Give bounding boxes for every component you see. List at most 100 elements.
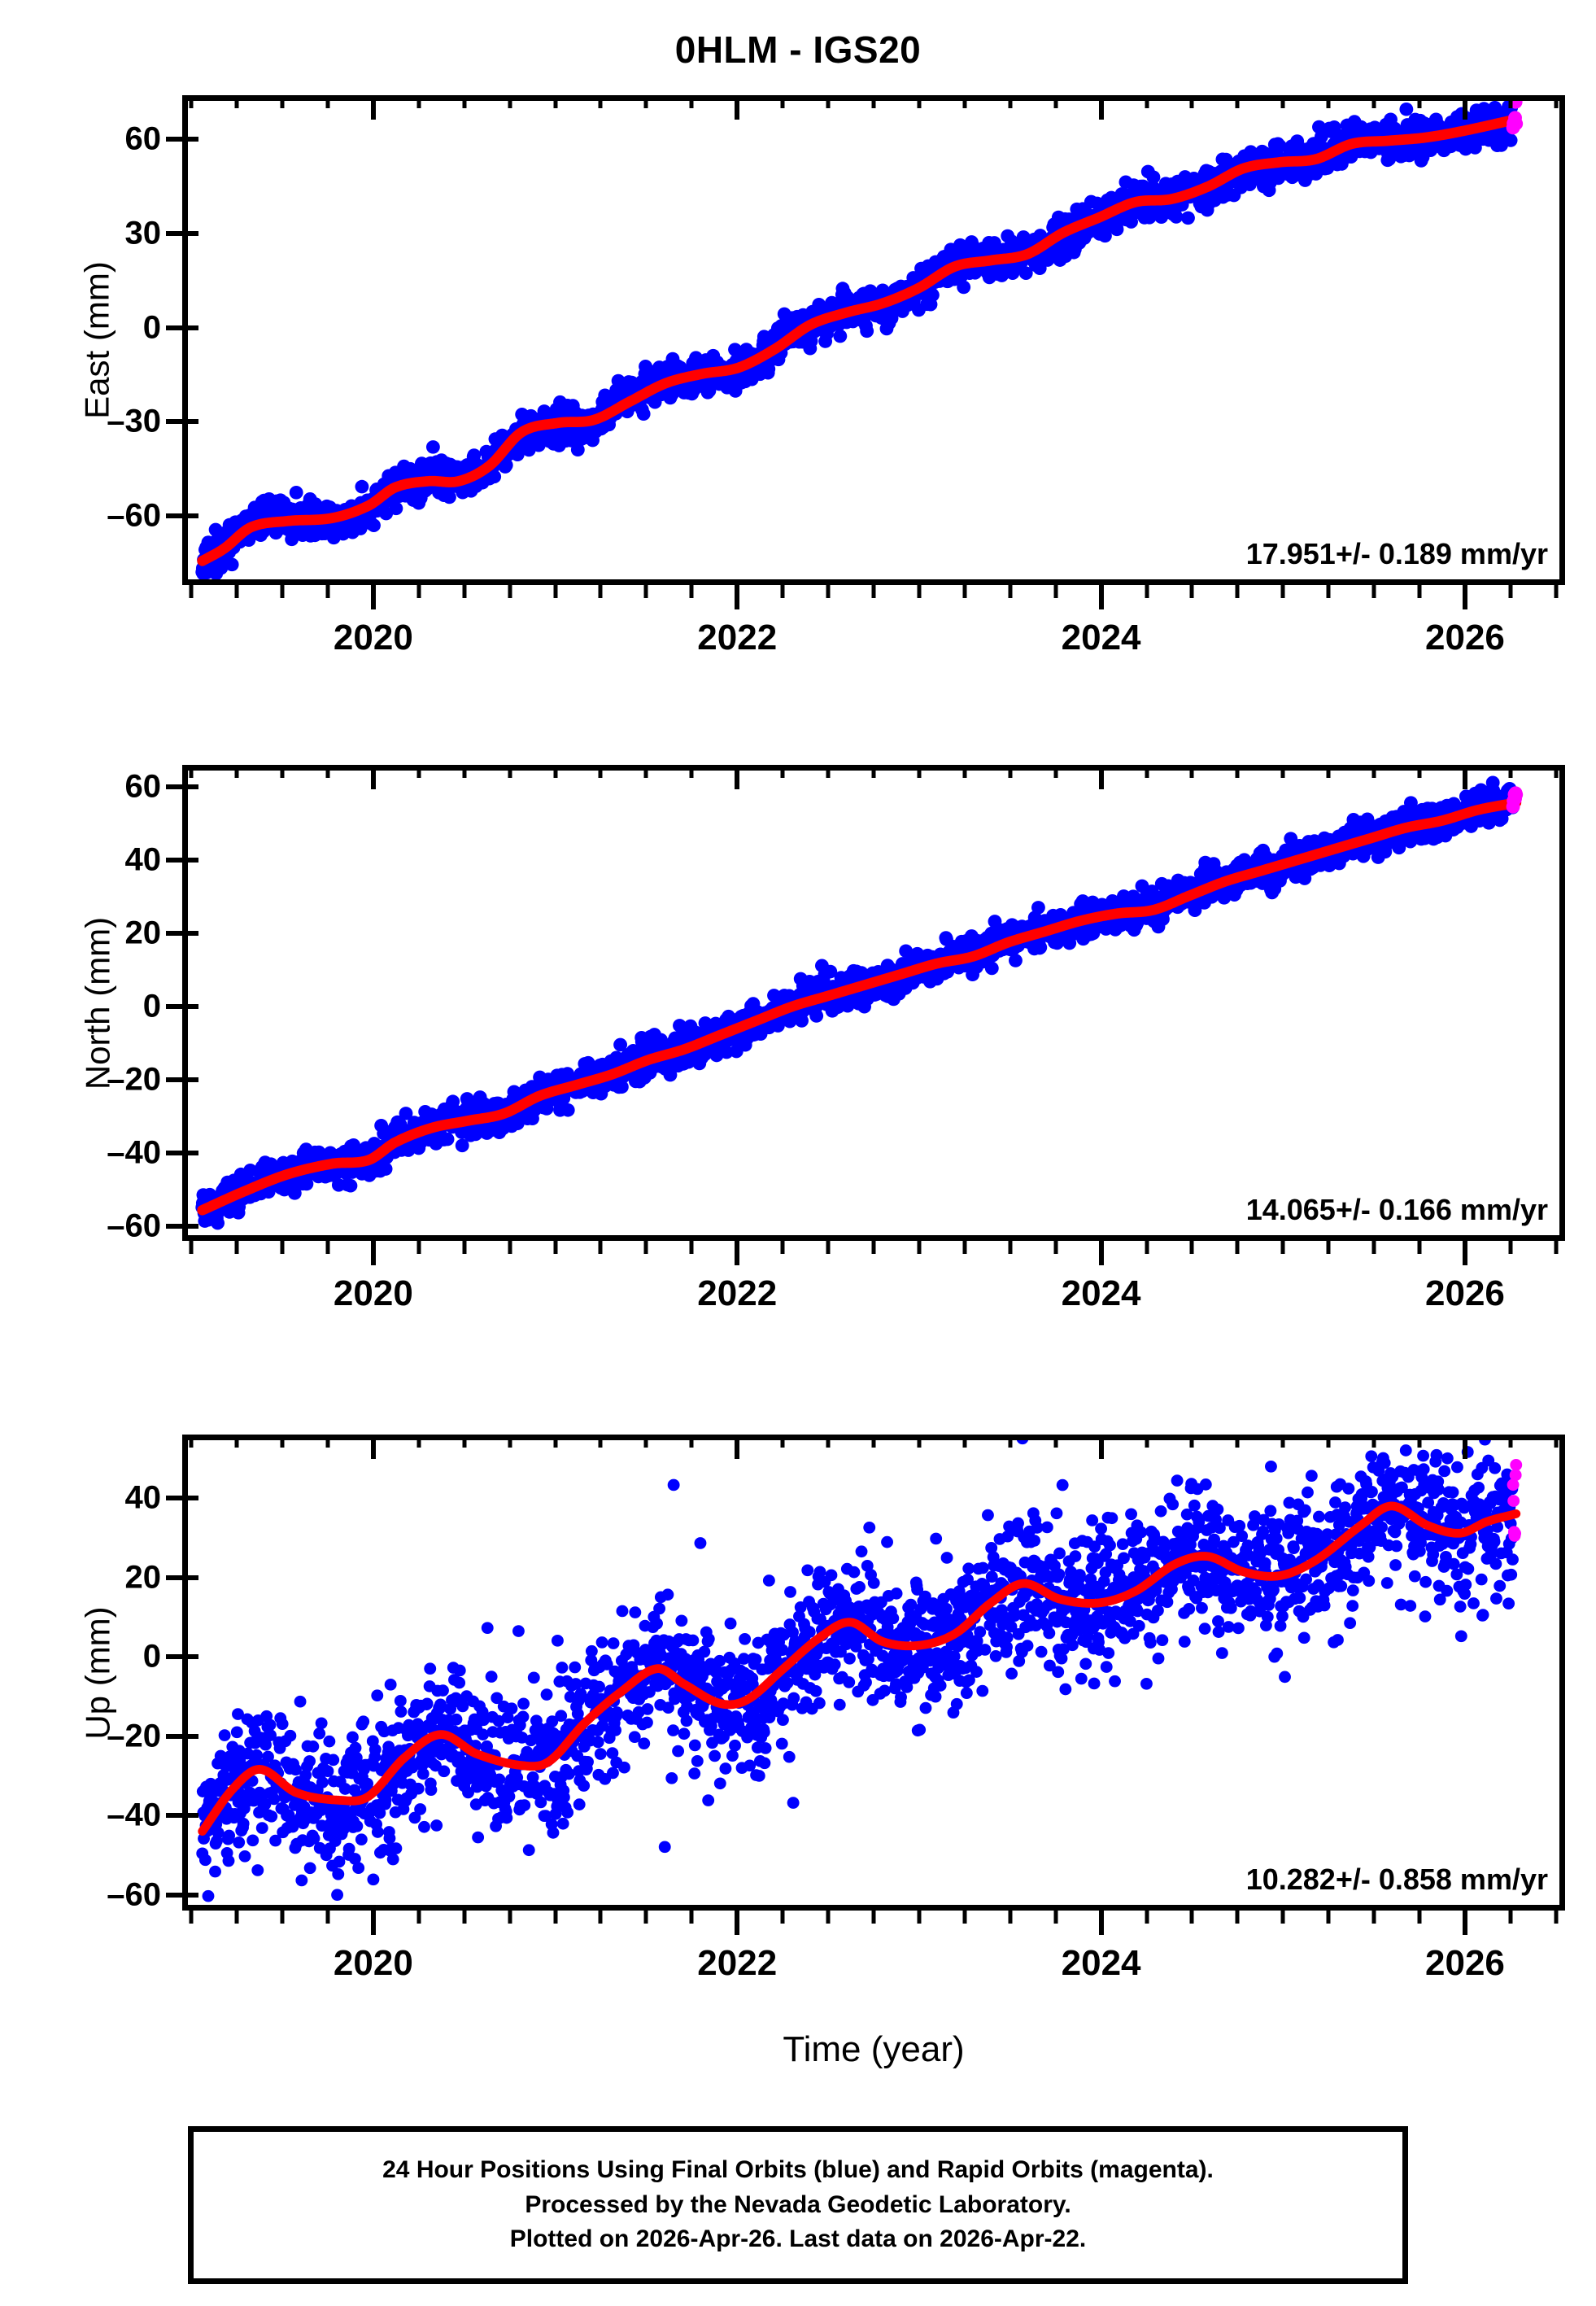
xtick-mark-east-2021.5 [643,585,648,598]
xtick-mark-east-2024.75 [1235,585,1240,598]
ytick-mark-north-3 [166,1004,182,1009]
xtick-mark-east-2025.5 [1371,585,1376,598]
xtick-inner-up-2019 [189,1435,194,1448]
xtick-mark-east-2023.5 [1008,585,1013,598]
xtick-mark-north-2022.25 [780,1241,785,1254]
scatter-rapid-orbits-north [1506,786,1524,814]
caption-line-1: 24 Hour Positions Using Final Orbits (bl… [382,2156,1214,2183]
xtick-mark-up-2022.5 [826,1911,831,1924]
xtick-mark-north-2023 [917,1241,922,1254]
xtick-mark-north-2019.25 [234,1241,239,1254]
ytick-inner-up-4 [182,1813,198,1818]
page-title: 0HLM - IGS20 [674,28,922,71]
ytick-inner-east-1 [182,230,198,236]
xtick-inner-up-2024.25 [1145,1435,1149,1448]
xtick-mark-north-2020.25 [416,1241,421,1254]
xtick-mark-up-2020.25 [416,1911,421,1924]
xtick-mark-east-2023.25 [962,585,967,598]
ytick-mark-north-1 [166,858,182,863]
xtick-mark-east-2025.25 [1326,585,1331,598]
xtick-mark-north-2022 [735,1241,740,1265]
xtick-mark-north-2020.75 [508,1241,512,1254]
xtick-mark-up-2019.25 [234,1911,239,1924]
xtick-label-east-1: 2022 [697,618,778,657]
xaxis-title: Time (year) [783,2029,965,2069]
xtick-inner-east-2022 [735,95,740,120]
xtick-inner-up-2022.25 [780,1435,785,1448]
xtick-mark-east-2019.5 [280,585,285,598]
xtick-inner-north-2023.5 [1008,765,1013,778]
ytick-mark-east-2 [166,325,182,330]
caption-box: 24 Hour Positions Using Final Orbits (bl… [188,2126,1408,2284]
ytick-label-north-4: –20 [107,1061,161,1098]
xtick-inner-north-2021.5 [643,765,648,778]
xtick-mark-north-2019 [189,1241,194,1254]
xtick-inner-east-2024.25 [1145,95,1149,108]
xtick-inner-east-2024.75 [1235,95,1240,108]
xtick-inner-north-2024.5 [1189,765,1194,778]
ytick-inner-up-5 [182,1892,198,1898]
xtick-mark-east-2020.75 [508,585,512,598]
plot-area-up [196,1440,1523,1902]
xtick-mark-up-2025.75 [1417,1911,1422,1924]
xtick-mark-east-2026.25 [1508,585,1513,598]
xtick-mark-up-2025.25 [1326,1911,1331,1924]
xtick-mark-north-2020.5 [462,1241,467,1254]
scatter-final-orbits-north [195,775,1520,1230]
xtick-inner-east-2020.5 [462,95,467,108]
plot-frame-up: 10.282+/- 0.858 mm/yr [182,1435,1565,1911]
xtick-label-up-2: 2024 [1061,1943,1141,1983]
xtick-inner-up-2020 [370,1435,376,1459]
xtick-inner-north-2022.25 [780,765,785,778]
model-fit-curve-east [197,114,1522,566]
xtick-inner-north-2019.5 [280,765,285,778]
xtick-mark-up-2024 [1098,1911,1104,1935]
xtick-mark-east-2019 [189,585,194,598]
xtick-inner-up-2020.5 [462,1435,467,1448]
xtick-mark-east-2026 [1462,585,1467,609]
xtick-mark-up-2021.75 [689,1911,694,1924]
yaxis-title-east: East (mm) [78,261,116,419]
xtick-mark-east-2021 [553,585,558,598]
rate-label-north: 14.065+/- 0.166 mm/yr [1245,1193,1548,1226]
ytick-mark-north-2 [166,931,182,936]
xtick-inner-up-2019.25 [234,1435,239,1448]
ytick-label-north-5: –40 [107,1134,161,1171]
xtick-mark-up-2020 [370,1911,376,1935]
xtick-mark-up-2020.5 [462,1911,467,1924]
xtick-inner-east-2022.25 [780,95,785,108]
ytick-mark-up-5 [166,1892,182,1898]
ytick-label-north-1: 40 [124,841,162,878]
xtick-label-north-3: 2026 [1425,1273,1505,1313]
xtick-mark-up-2025 [1280,1911,1285,1924]
ytick-inner-north-0 [182,784,198,789]
scatter-final-orbits-east [195,101,1520,579]
plot-area-east [195,101,1524,579]
ytick-inner-up-2 [182,1654,198,1659]
xtick-mark-up-2021.5 [643,1911,648,1924]
xtick-inner-east-2019.75 [325,95,330,108]
caption-line-2: Processed by the Nevada Geodetic Laborat… [525,2190,1071,2218]
xtick-mark-up-2023.5 [1008,1911,1013,1924]
xtick-inner-up-2021.5 [643,1435,648,1448]
xtick-inner-up-2025 [1280,1435,1285,1448]
ytick-inner-north-4 [182,1077,198,1082]
xtick-mark-north-2024.25 [1145,1241,1149,1254]
xtick-inner-north-2024.25 [1145,765,1149,778]
xtick-mark-north-2019.5 [280,1241,285,1254]
ytick-inner-east-0 [182,137,198,142]
ytick-inner-up-1 [182,1574,198,1580]
xtick-inner-up-2021.25 [598,1435,603,1448]
xtick-mark-east-2023.75 [1053,585,1058,598]
xtick-inner-north-2023.25 [962,765,967,778]
rate-label-east: 17.951+/- 0.189 mm/yr [1245,537,1548,570]
xtick-mark-north-2024 [1098,1241,1104,1265]
xtick-inner-east-2019.25 [234,95,239,108]
xtick-inner-east-2025.25 [1326,95,1331,108]
xtick-inner-east-2026.5 [1554,95,1559,108]
xtick-inner-up-2024 [1098,1435,1104,1459]
xtick-mark-north-2023.25 [962,1241,967,1254]
xtick-mark-up-2026.5 [1554,1911,1559,1924]
xtick-mark-east-2023 [917,585,922,598]
xtick-label-up-1: 2022 [697,1943,778,1983]
